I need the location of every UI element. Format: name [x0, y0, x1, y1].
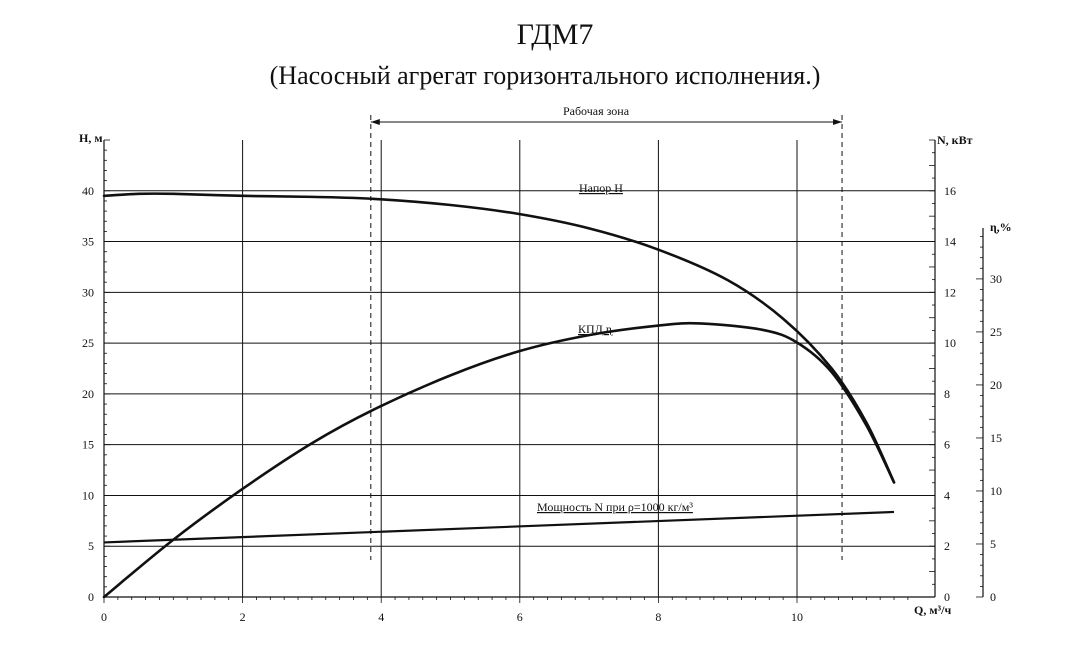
y-right-power-tick-label: 0	[944, 590, 950, 604]
y-right-power-tick-label: 12	[944, 285, 956, 299]
y-left-tick-label: 40	[82, 184, 94, 198]
y-right-eff-tick-label: 30	[990, 272, 1002, 286]
y-right-power-tick-label: 14	[944, 235, 956, 249]
y-left-tick-label: 20	[82, 387, 94, 401]
y-right-power-axis-title: N, кВт	[937, 133, 973, 147]
y-right-eff-tick-label: 0	[990, 590, 996, 604]
series	[102, 192, 896, 599]
y-left-tick-label: 5	[88, 539, 94, 553]
y-right-power-tick-label: 6	[944, 438, 950, 452]
axes: 0510152025303540024681012141605101520253…	[82, 139, 1002, 624]
x-tick-label: 4	[378, 610, 384, 624]
y-left-tick-label: 35	[82, 235, 94, 249]
efficiency-curve	[102, 321, 896, 599]
y-right-eff-tick-label: 25	[990, 325, 1002, 339]
series-label-power: Мощность N при ρ=1000 кг/м³	[537, 500, 693, 514]
y-left-tick-label: 10	[82, 488, 94, 502]
y-left-axis-title: H, м	[79, 131, 103, 145]
y-left-tick-label: 15	[82, 438, 94, 452]
y-right-eff-tick-label: 20	[990, 378, 1002, 392]
head-curve	[102, 192, 896, 484]
y-right-eff-tick-label: 15	[990, 431, 1002, 445]
x-tick-label: 6	[517, 610, 523, 624]
chart-subtitle: (Насосный агрегат горизонтального исполн…	[270, 61, 821, 90]
series-label-efficiency: КПД ɳ	[578, 322, 613, 336]
y-right-eff-axis-title: ɳ,%	[990, 220, 1012, 234]
y-right-eff-tick-label: 5	[990, 537, 996, 551]
power-curve	[103, 510, 895, 544]
chart-title: ГДМ7	[517, 18, 594, 51]
grid	[104, 140, 935, 597]
y-left-tick-label: 25	[82, 336, 94, 350]
x-tick-label: 2	[240, 610, 246, 624]
working-zone-arrow-left-head	[370, 119, 380, 125]
x-tick-label: 8	[655, 610, 661, 624]
x-axis-title: Q, м³/ч	[914, 603, 951, 617]
working-zone	[370, 115, 843, 560]
y-left-tick-label: 0	[88, 590, 94, 604]
working-zone-label: Рабочая зона	[563, 104, 630, 118]
y-right-power-tick-label: 10	[944, 336, 956, 350]
y-right-eff-tick-label: 10	[990, 484, 1002, 498]
y-left-tick-label: 30	[82, 285, 94, 299]
y-right-power-tick-label: 4	[944, 488, 950, 502]
working-zone-arrow-right-head	[833, 119, 843, 125]
x-tick-label: 10	[791, 610, 803, 624]
y-right-power-tick-label: 8	[944, 387, 950, 401]
y-right-power-tick-label: 16	[944, 184, 956, 198]
series-label-head: Напор Н	[579, 181, 623, 195]
y-right-power-tick-label: 2	[944, 539, 950, 553]
x-tick-label: 0	[101, 610, 107, 624]
